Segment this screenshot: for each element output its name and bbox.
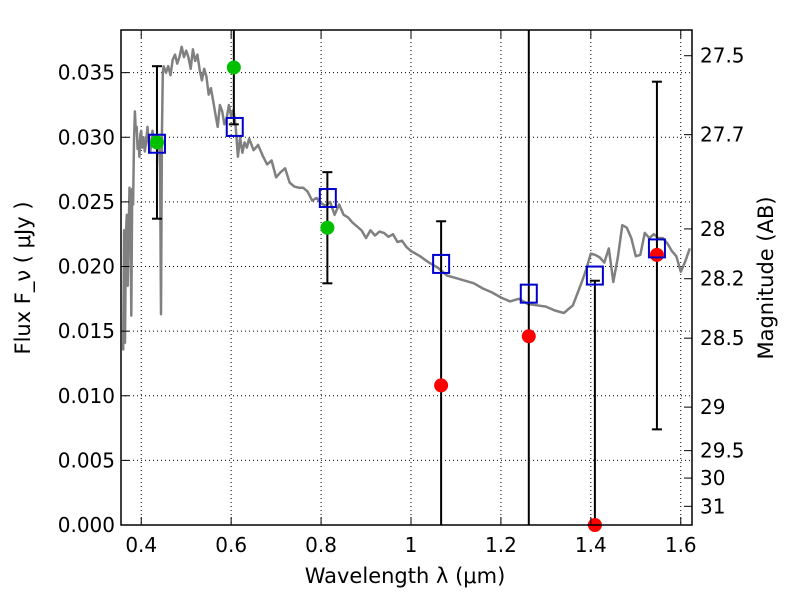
model-photometry-group [147,116,666,304]
model-photometry-square [318,188,337,209]
x-tick-label: 0.6 [215,533,247,557]
y-axis-label: Flux F_ν ( μJy ) [11,201,36,354]
y-tick-label: 0.005 [58,448,115,472]
observed-flux-point [320,220,335,235]
observed-flux-point [434,378,449,393]
y-tick-label: 0.035 [58,61,115,85]
y-tick-label: 0.020 [58,255,115,279]
magnitude-tick-label: 28.2 [700,267,745,291]
observed-flux-point [226,60,241,75]
y-tick-label: 0.015 [58,319,115,343]
x-tick-label: 1 [405,533,418,557]
plot-frame [120,29,693,526]
x-tick-label: 1.4 [575,533,607,557]
y2-axis-label: Magnitude (AB) [754,196,778,359]
magnitude-tick-label: 27.7 [700,123,745,147]
model-spectrum-line [121,45,691,351]
x-axis-label: Wavelength λ (μm) [305,564,506,588]
y-tick-label: 0.010 [58,384,115,408]
x-tick-label: 0.8 [305,533,337,557]
x-tick-label: 1.2 [485,533,517,557]
x-tick-label: 1.6 [665,533,697,557]
axis-ticks: 0.4 0.6 0.8 1 1.2 1.4 1.6 0.000 0.005 0.010 0.015 0… [58,30,745,557]
magnitude-tick-label: 28 [700,217,725,241]
magnitude-tick-label: 30 [700,466,725,490]
model-photometry-square [519,283,538,304]
x-tick-label: 0.4 [125,533,157,557]
model-photometry-square [225,116,244,137]
observed-flux-point [649,247,664,262]
model-photometry-square [647,238,666,259]
magnitude-tick-label: 29.5 [700,439,745,463]
grid-lines [121,30,692,526]
y-tick-label: 0.030 [58,125,115,149]
magnitude-tick-label: 27.5 [700,44,745,68]
model-photometry-square [432,253,451,274]
model-photometry-square [147,133,166,154]
magnitude-tick-label: 31 [700,494,725,518]
observed-flux-point [521,329,536,344]
magnitude-tick-label: 28.5 [700,326,745,350]
magnitude-tick-label: 29 [700,395,725,419]
model-photometry-square [585,265,604,286]
y-tick-label: 0.000 [58,513,115,537]
model-spectrum-group [121,45,691,351]
observed-flux-point [149,135,164,150]
errorbar-group [151,30,662,525]
y-tick-label: 0.025 [58,190,115,214]
